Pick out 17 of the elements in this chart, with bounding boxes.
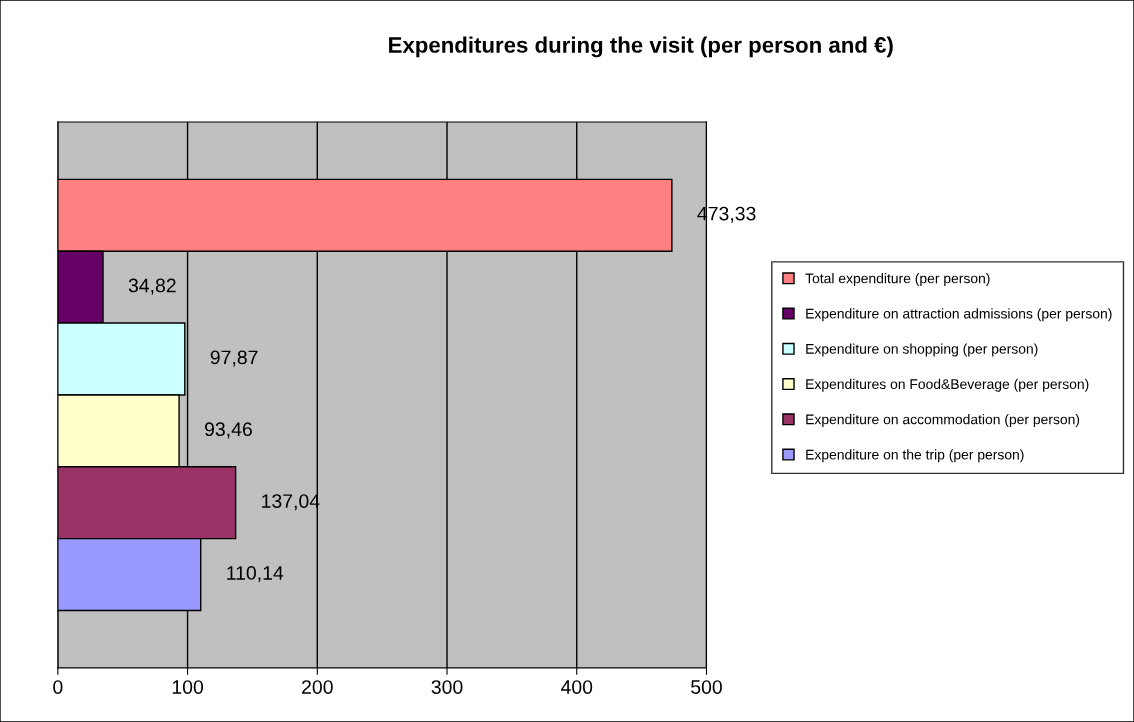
x-tick-label: 0 <box>53 680 63 694</box>
x-tick-label: 200 <box>302 680 333 694</box>
legend-label: Expenditure on shopping (per person) <box>806 343 1038 357</box>
legend-label: Expenditures on Food&Beverage (per person) <box>806 378 1089 392</box>
legend-label: Total expenditure (per person) <box>805 273 990 287</box>
legend-label: Expenditure on accommodation (per person) <box>806 414 1080 428</box>
x-tick-label: 300 <box>431 680 463 694</box>
legend-label: Expenditure on the trip (per person) <box>806 449 1024 463</box>
data-label: 34,82 <box>128 278 176 295</box>
data-label: 110,14 <box>227 566 284 583</box>
x-tick-label: 500 <box>691 680 722 694</box>
chart-title: Expenditures during the visit (per person and €) <box>389 36 893 58</box>
x-tick-label: 400 <box>560 680 593 694</box>
data-label: 97,87 <box>210 350 258 367</box>
legend-label: Expenditure on attraction admissions (per person) <box>806 308 1112 322</box>
data-label: 93,46 <box>204 422 252 439</box>
x-tick-label: 100 <box>172 680 204 694</box>
